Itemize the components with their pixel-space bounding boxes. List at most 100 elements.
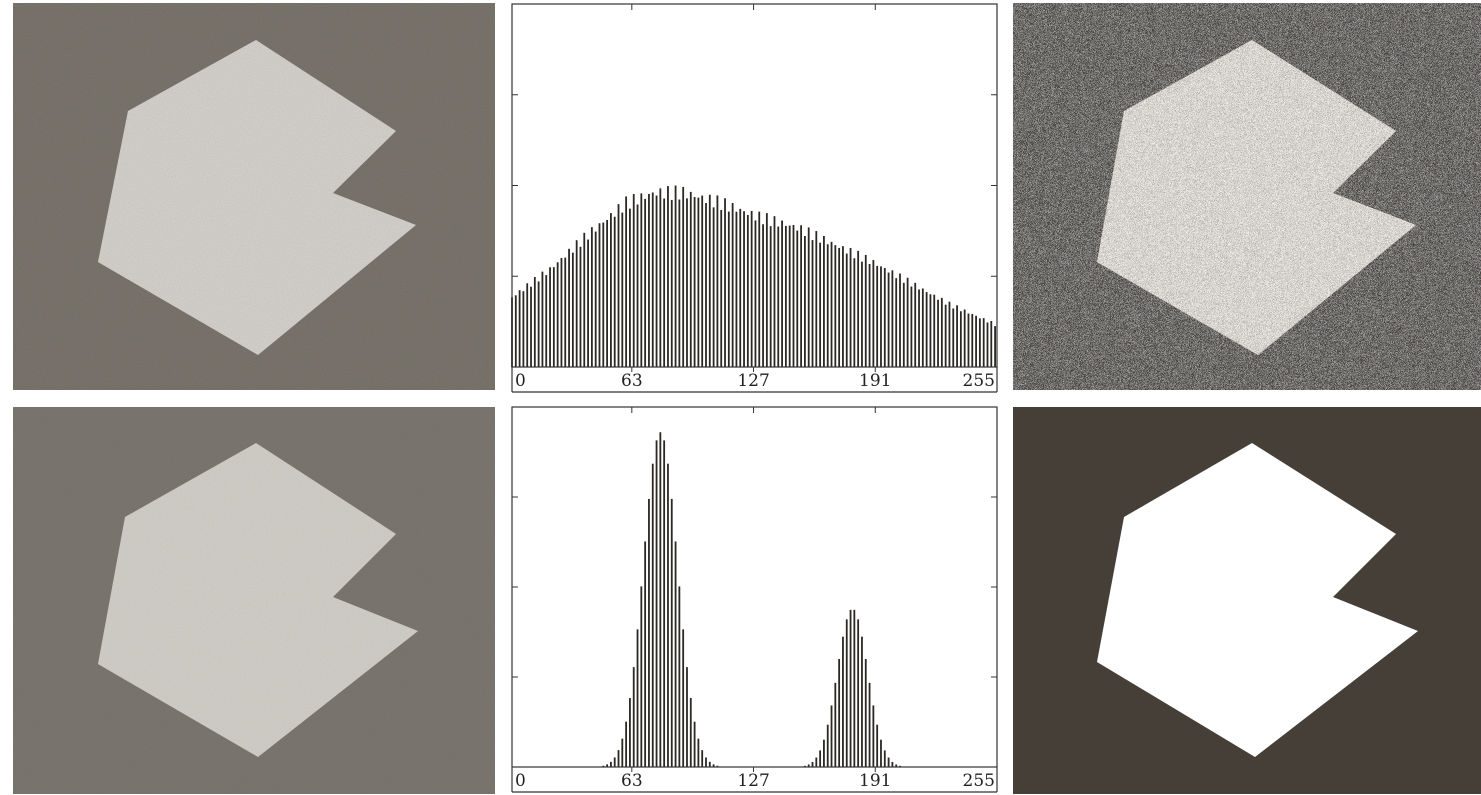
histogram-bar: [743, 211, 745, 367]
histogram-bar: [606, 219, 608, 367]
noisy-image: [13, 3, 495, 390]
histogram-bar: [880, 266, 882, 367]
histogram-bar: [590, 227, 593, 367]
histogram-bar: [655, 195, 658, 367]
histogram-bar: [959, 311, 962, 367]
histogram-bar: [629, 208, 631, 367]
polygon-shape: [98, 443, 418, 757]
histogram-bar: [705, 203, 707, 367]
histogram-bar: [830, 705, 833, 767]
histogram-bar: [636, 629, 639, 767]
histogram-bar: [533, 276, 536, 367]
histogram-bar: [872, 260, 875, 367]
histogram-bar: [918, 289, 920, 367]
x-tick-label: 0: [515, 771, 526, 791]
histogram-bar: [545, 275, 548, 367]
histogram-bar: [632, 667, 635, 767]
histogram-bar: [610, 213, 612, 367]
histogram-bar: [910, 286, 913, 367]
histogram-bar: [564, 257, 567, 367]
histogram-bar: [807, 764, 810, 767]
thresholded-smoothed-image: [1013, 407, 1481, 794]
histogram-bar: [678, 199, 681, 367]
histogram-bar: [724, 198, 726, 367]
histogram-bar: [944, 304, 947, 367]
histogram-bar: [739, 208, 742, 367]
histogram-bar: [625, 196, 628, 367]
histogram-bar: [705, 757, 707, 767]
histogram-bar: [701, 750, 704, 767]
histogram-bar: [708, 194, 711, 367]
histogram-bar: [811, 240, 814, 367]
histogram-bar: [613, 757, 616, 767]
histogram-bar: [636, 204, 639, 367]
histogram-chart: 0 63 127 191 255: [511, 406, 998, 793]
histogram-bar: [777, 226, 780, 367]
histogram-bar: [883, 267, 886, 367]
histogram-bar: [720, 210, 723, 367]
histogram-bar: [834, 682, 837, 767]
histogram-bar: [674, 185, 677, 367]
histogram-bar: [571, 252, 574, 367]
histogram-bar: [784, 225, 787, 367]
histogram-bar: [861, 261, 863, 367]
histogram-bar: [773, 216, 776, 367]
x-tick-label: 127: [737, 771, 769, 791]
histogram-bar: [990, 320, 993, 367]
histogram-bar: [689, 698, 692, 767]
histogram-bar: [902, 282, 905, 367]
histogram-bar: [659, 432, 662, 767]
histogram-bar: [978, 318, 981, 367]
histogram-bar: [792, 224, 795, 367]
histogram-bar: [648, 498, 650, 767]
histogram-bar: [876, 724, 879, 767]
histogram-bar: [937, 299, 939, 367]
histogram-bar: [769, 226, 772, 367]
histogram-bar: [644, 541, 647, 767]
histogram-bar: [975, 315, 977, 367]
histogram-bar: [648, 193, 650, 367]
histogram-bar: [762, 224, 764, 367]
histogram-bar: [788, 225, 791, 367]
histogram-bar: [857, 250, 860, 367]
histogram-bar: [845, 253, 848, 367]
histogram-bar: [849, 247, 852, 367]
histogram-noisy: 0 63 127 191 255: [509, 0, 1001, 395]
histogram-bar: [697, 738, 700, 767]
histogram-bar: [602, 765, 605, 767]
histogram-bar: [629, 698, 631, 767]
histogram-bar: [815, 231, 818, 367]
histogram-bar: [659, 188, 662, 367]
histogram-bar: [781, 220, 783, 367]
histogram-bar: [971, 313, 974, 367]
histogram-bar: [796, 230, 799, 367]
histogram-bar: [815, 757, 818, 767]
x-tick-label: 255: [963, 371, 995, 391]
x-tick-label: 63: [621, 371, 643, 391]
histogram-bar: [800, 225, 802, 367]
histogram-bar: [697, 197, 700, 367]
histogram-bar: [891, 270, 894, 367]
histogram-bar: [853, 258, 856, 367]
histogram-bar: [963, 309, 966, 367]
histogram-bar: [716, 195, 719, 367]
histogram-bar: [819, 242, 822, 367]
histogram-bar: [610, 761, 612, 767]
histogram-bar: [686, 198, 688, 367]
histogram-bar: [872, 705, 875, 767]
histogram-bar: [552, 267, 555, 367]
histogram-bar: [583, 232, 586, 367]
histogram-bar: [712, 207, 715, 367]
histogram-chart: 0 63 127 191 255: [511, 3, 998, 393]
histogram-bar: [899, 273, 901, 367]
histogram-bar: [655, 440, 658, 767]
histogram-bar: [868, 682, 871, 767]
histogram-bar: [883, 750, 886, 767]
histogram-bar: [895, 764, 898, 767]
histogram-bar: [686, 667, 688, 767]
histogram-bar: [522, 291, 525, 367]
histogram-bar: [807, 227, 810, 367]
histogram-bar: [929, 294, 932, 367]
histogram-bar: [678, 586, 681, 767]
histogram-bar: [613, 216, 616, 367]
